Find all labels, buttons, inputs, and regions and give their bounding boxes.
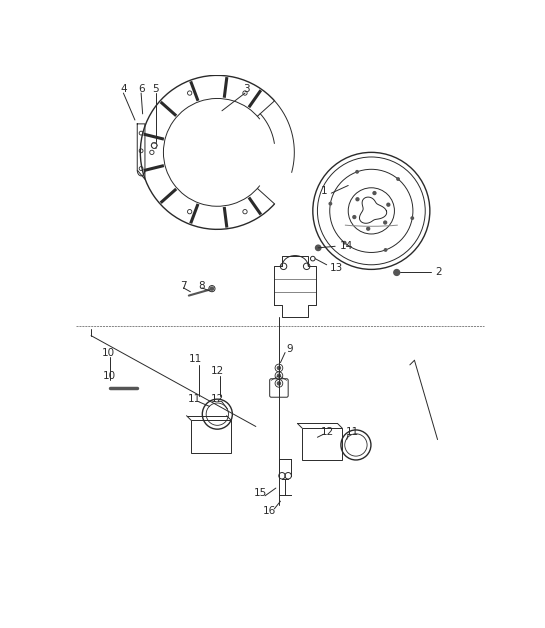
Text: 15: 15 [254, 489, 267, 499]
Text: 12: 12 [211, 394, 224, 404]
Circle shape [396, 177, 400, 181]
Text: 11: 11 [187, 394, 201, 404]
Circle shape [410, 216, 414, 220]
Text: 7: 7 [180, 281, 187, 291]
Text: 13: 13 [330, 263, 343, 273]
Circle shape [386, 203, 390, 207]
Bar [302, 428, 342, 460]
Text: 9: 9 [287, 345, 293, 354]
Text: 11: 11 [189, 354, 202, 364]
Circle shape [316, 245, 321, 251]
Circle shape [277, 366, 281, 369]
Text: 10: 10 [103, 371, 116, 381]
Circle shape [355, 197, 360, 202]
Text: 2: 2 [435, 268, 442, 278]
Text: 11: 11 [346, 427, 360, 437]
Circle shape [394, 269, 399, 276]
Text: 16: 16 [263, 506, 276, 516]
Text: 14: 14 [340, 241, 353, 251]
Circle shape [329, 202, 332, 205]
Circle shape [383, 220, 387, 225]
Text: 1: 1 [321, 186, 328, 196]
Circle shape [343, 241, 347, 245]
Text: 10: 10 [101, 347, 114, 357]
Circle shape [210, 287, 214, 290]
Text: 5: 5 [153, 84, 159, 94]
Circle shape [277, 382, 281, 385]
Circle shape [366, 227, 371, 231]
Text: 12: 12 [321, 427, 334, 437]
Circle shape [355, 170, 359, 174]
Text: 8: 8 [198, 281, 205, 291]
Bar [191, 420, 231, 453]
Circle shape [277, 374, 281, 377]
Circle shape [352, 215, 356, 219]
Text: 6: 6 [138, 84, 144, 94]
Text: 12: 12 [211, 366, 224, 376]
Circle shape [372, 191, 377, 195]
Text: 4: 4 [120, 84, 126, 94]
Circle shape [384, 248, 387, 252]
Text: 3: 3 [243, 84, 250, 94]
